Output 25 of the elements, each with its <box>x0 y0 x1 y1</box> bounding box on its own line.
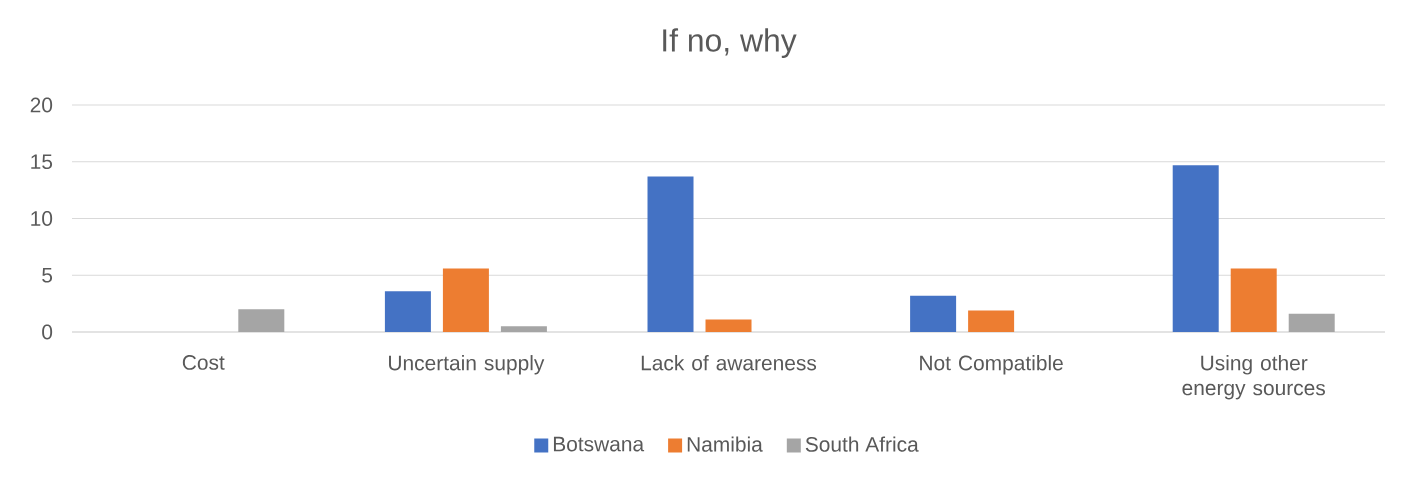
bar <box>1230 268 1277 332</box>
y-tick-label: 15 <box>31 154 53 170</box>
bar <box>1172 165 1219 332</box>
legend-label: South Africa <box>805 436 919 452</box>
bar <box>442 268 489 332</box>
x-tick-label: Using other energy sources <box>1182 355 1326 400</box>
x-tick-label: Uncertain supply <box>389 355 545 375</box>
y-tick-label: 20 <box>30 97 53 113</box>
x-tick-label: Cost <box>182 355 225 370</box>
x-tick-label: Not Compatible <box>920 355 1063 375</box>
y-tick-label: 5 <box>42 267 53 283</box>
bar <box>500 326 547 332</box>
x-tick-label: Lack of awareness <box>641 355 817 371</box>
y-tick-label: 10 <box>31 211 53 226</box>
legend-label: Namibia <box>687 436 763 452</box>
bar <box>1288 313 1335 332</box>
legend-label: Botswana <box>553 436 645 452</box>
bar <box>238 309 285 332</box>
bar <box>910 295 957 332</box>
bar <box>705 319 752 332</box>
bar <box>968 310 1015 332</box>
y-tick-label: 0 <box>42 324 53 340</box>
bar <box>647 176 694 332</box>
chart-title: If no, why <box>663 28 797 59</box>
bar <box>384 291 431 332</box>
